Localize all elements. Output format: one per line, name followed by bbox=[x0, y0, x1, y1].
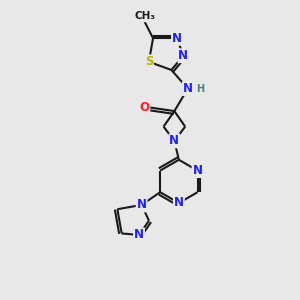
Text: N: N bbox=[134, 229, 144, 242]
Text: S: S bbox=[145, 55, 153, 68]
Text: H: H bbox=[196, 84, 205, 94]
Text: N: N bbox=[136, 198, 147, 212]
Text: N: N bbox=[178, 49, 188, 62]
Text: CH₃: CH₃ bbox=[134, 11, 155, 21]
Text: N: N bbox=[172, 32, 182, 45]
Text: N: N bbox=[174, 196, 184, 209]
Text: O: O bbox=[140, 101, 149, 114]
Text: N: N bbox=[183, 82, 193, 95]
Text: N: N bbox=[193, 164, 202, 177]
Text: N: N bbox=[169, 134, 179, 147]
